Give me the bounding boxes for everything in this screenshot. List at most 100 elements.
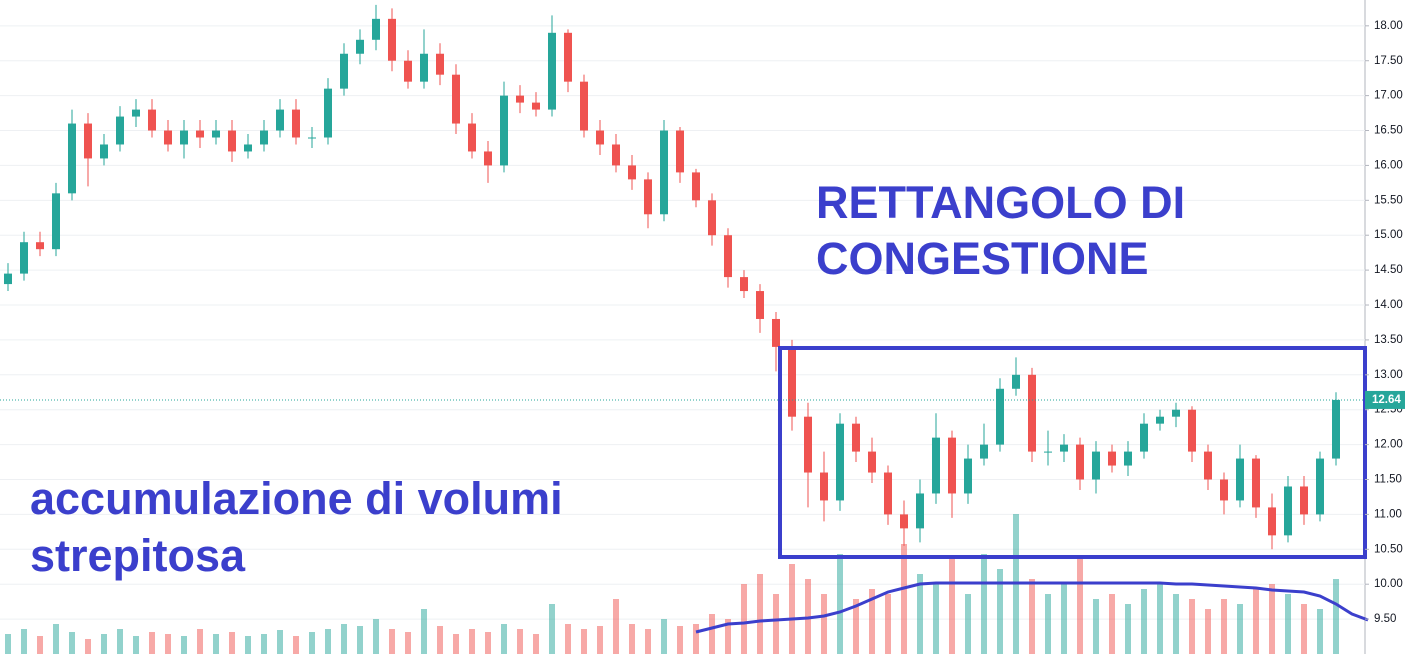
candle-body [388, 18, 396, 61]
volume-bar [117, 629, 123, 654]
y-tick-label: 17.00 [1374, 90, 1403, 102]
volume-bar [1301, 604, 1307, 654]
candle-body [580, 81, 588, 131]
volume-bar [405, 632, 411, 654]
candle-body [1108, 451, 1116, 466]
y-tick-label: 18.00 [1374, 20, 1403, 32]
volume-bar [1029, 579, 1035, 654]
y-tick-label: 10.00 [1374, 578, 1403, 590]
candle-body [1300, 486, 1308, 515]
volume-bar [1189, 599, 1195, 654]
candle-body [1284, 486, 1292, 536]
volume-bar [949, 559, 955, 654]
volume-bar [917, 574, 923, 654]
y-tick-label: 11.00 [1374, 508, 1402, 520]
last-price-label: 12.64 [1372, 394, 1401, 406]
candle-body [1060, 444, 1068, 452]
candle-body [196, 130, 204, 138]
volume-bar [389, 629, 395, 654]
volume-bar [517, 629, 523, 654]
candle-body [852, 423, 860, 452]
volume-bar [101, 634, 107, 654]
candle-body [660, 130, 668, 215]
volume-bar [181, 636, 187, 654]
volume-bar [709, 614, 715, 654]
candle-body [260, 130, 268, 145]
candle-body [468, 123, 476, 152]
candle-body [148, 109, 156, 131]
volume-bar [1125, 604, 1131, 654]
volume-bar [885, 594, 891, 654]
candle-body [164, 130, 172, 145]
volume-bar [965, 594, 971, 654]
y-tick-label: 14.50 [1374, 264, 1403, 276]
y-tick-label: 17.50 [1374, 55, 1403, 67]
candle-body [436, 53, 444, 75]
candle-body [676, 130, 684, 173]
candle-body [692, 172, 700, 201]
volume-bar [933, 584, 939, 654]
volume-bar [821, 594, 827, 654]
volume-layer [5, 514, 1369, 654]
y-tick-label: 16.00 [1374, 159, 1403, 171]
volume-bar [613, 599, 619, 654]
volume-bar [741, 584, 747, 654]
volume-bar [677, 626, 683, 654]
volume-bar [325, 629, 331, 654]
candle-body [820, 472, 828, 501]
volume-bar [757, 574, 763, 654]
volume-bar [21, 629, 27, 654]
candle-body [1220, 479, 1228, 501]
grid [0, 25, 1365, 620]
candle-body [1012, 374, 1020, 389]
candle-body [980, 444, 988, 459]
candle-body [788, 346, 796, 417]
volume-bar [37, 636, 43, 654]
candle-body [1332, 399, 1340, 459]
y-tick-label: 15.00 [1374, 229, 1403, 241]
candle-body [532, 102, 540, 110]
price-axis: 9.5010.0010.5011.0011.5012.0012.5013.001… [1365, 20, 1405, 625]
y-tick-label: 13.00 [1374, 369, 1403, 381]
volume-bar [373, 619, 379, 654]
volume-bar [837, 554, 843, 654]
candle-body [404, 60, 412, 82]
volume-bar [693, 624, 699, 654]
volume-bar [597, 626, 603, 654]
y-tick-label: 11.50 [1374, 474, 1402, 486]
candle-body [644, 179, 652, 215]
candle-body [372, 18, 380, 40]
candle-body [324, 88, 332, 138]
volume-bar [901, 544, 907, 654]
volume-bar [549, 604, 555, 654]
candle-body [20, 242, 28, 274]
volume-bar [53, 624, 59, 654]
volume-bar [1109, 594, 1115, 654]
volume-bar [261, 634, 267, 654]
candle-body [1156, 416, 1164, 424]
annotation: CONGESTIONE [816, 233, 1149, 284]
volume-bar [229, 632, 235, 654]
candle-body [1204, 451, 1212, 480]
congestion-rectangle [778, 346, 1367, 559]
candle-body [1124, 451, 1132, 466]
candle-body [244, 144, 252, 152]
candle-body [564, 32, 572, 82]
volume-bar [309, 632, 315, 654]
volume-bar [293, 636, 299, 654]
volume-bar [437, 626, 443, 654]
annotation: RETTANGOLO DI [816, 177, 1185, 228]
volume-bar [725, 619, 731, 654]
volume-bar [773, 594, 779, 654]
volume-bar [277, 630, 283, 654]
candle-body [996, 388, 1004, 445]
volume-bar [533, 634, 539, 654]
y-tick-label: 15.50 [1374, 194, 1403, 206]
candle-body [36, 242, 44, 250]
candle-body [452, 74, 460, 124]
volume-bar [581, 629, 587, 654]
volume-bar [213, 634, 219, 654]
candle-body [740, 277, 748, 292]
volume-bar [469, 629, 475, 654]
candle-body [68, 123, 76, 194]
